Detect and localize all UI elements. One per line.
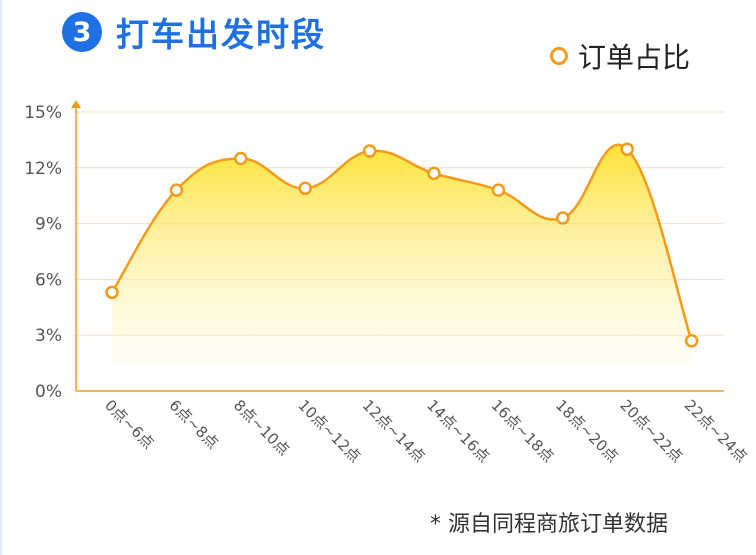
data-point [362, 144, 377, 158]
data-point [556, 211, 570, 225]
area-fill [112, 144, 692, 365]
data-point [105, 285, 119, 300]
legend-marker-icon [549, 47, 568, 65]
data-point [427, 166, 441, 181]
data-point [169, 183, 184, 197]
y-axis-arrow-icon [71, 100, 81, 108]
x-tick-label: 22点~24点 [681, 396, 751, 466]
x-tick-label: 10点~12点 [294, 396, 364, 466]
data-source-note: * 源自同程商旅订单数据 [430, 512, 668, 537]
section-number-badge: 3 [62, 12, 102, 52]
y-tick-label: 12% [24, 159, 62, 179]
data-point [298, 181, 312, 196]
section-header: 3 打车出发时段 [62, 8, 326, 56]
x-tick-label: 14点~16点 [423, 396, 493, 466]
x-tick-label: 18点~20点 [552, 396, 622, 466]
x-tick-label: 8点~10点 [230, 396, 293, 459]
y-tick-label: 6% [35, 270, 62, 290]
data-point [620, 142, 634, 156]
y-tick-labels: 0% 3% 6% 9% 12% 15% [24, 103, 62, 402]
data-point [684, 334, 699, 348]
y-tick-label: 3% [35, 326, 62, 346]
x-tick-label: 12点~14点 [359, 396, 429, 466]
x-tick-label: 0点~6点 [101, 396, 157, 452]
y-tick-label: 15% [24, 103, 62, 123]
data-points [105, 142, 699, 348]
y-tick-label: 0% [35, 382, 62, 402]
left-edge-rule [0, 0, 2, 555]
chart-legend: 订单占比 [549, 36, 690, 76]
x-tick-labels: 0点~6点 6点~8点 8点~10点 10点~12点12点~14点14点~16点16点… [101, 396, 750, 466]
y-tick-label: 9% [35, 215, 62, 235]
x-tick-label: 20点~22点 [616, 396, 686, 466]
series-line [110, 143, 693, 342]
x-tick-label: 16点~18点 [488, 396, 558, 466]
data-point [234, 151, 248, 166]
x-tick-label: 6点~8点 [166, 396, 222, 452]
data-point [491, 183, 506, 197]
legend-label: 订单占比 [577, 41, 690, 74]
axes [71, 100, 724, 392]
chart-title: 打车出发时段 [116, 15, 326, 54]
